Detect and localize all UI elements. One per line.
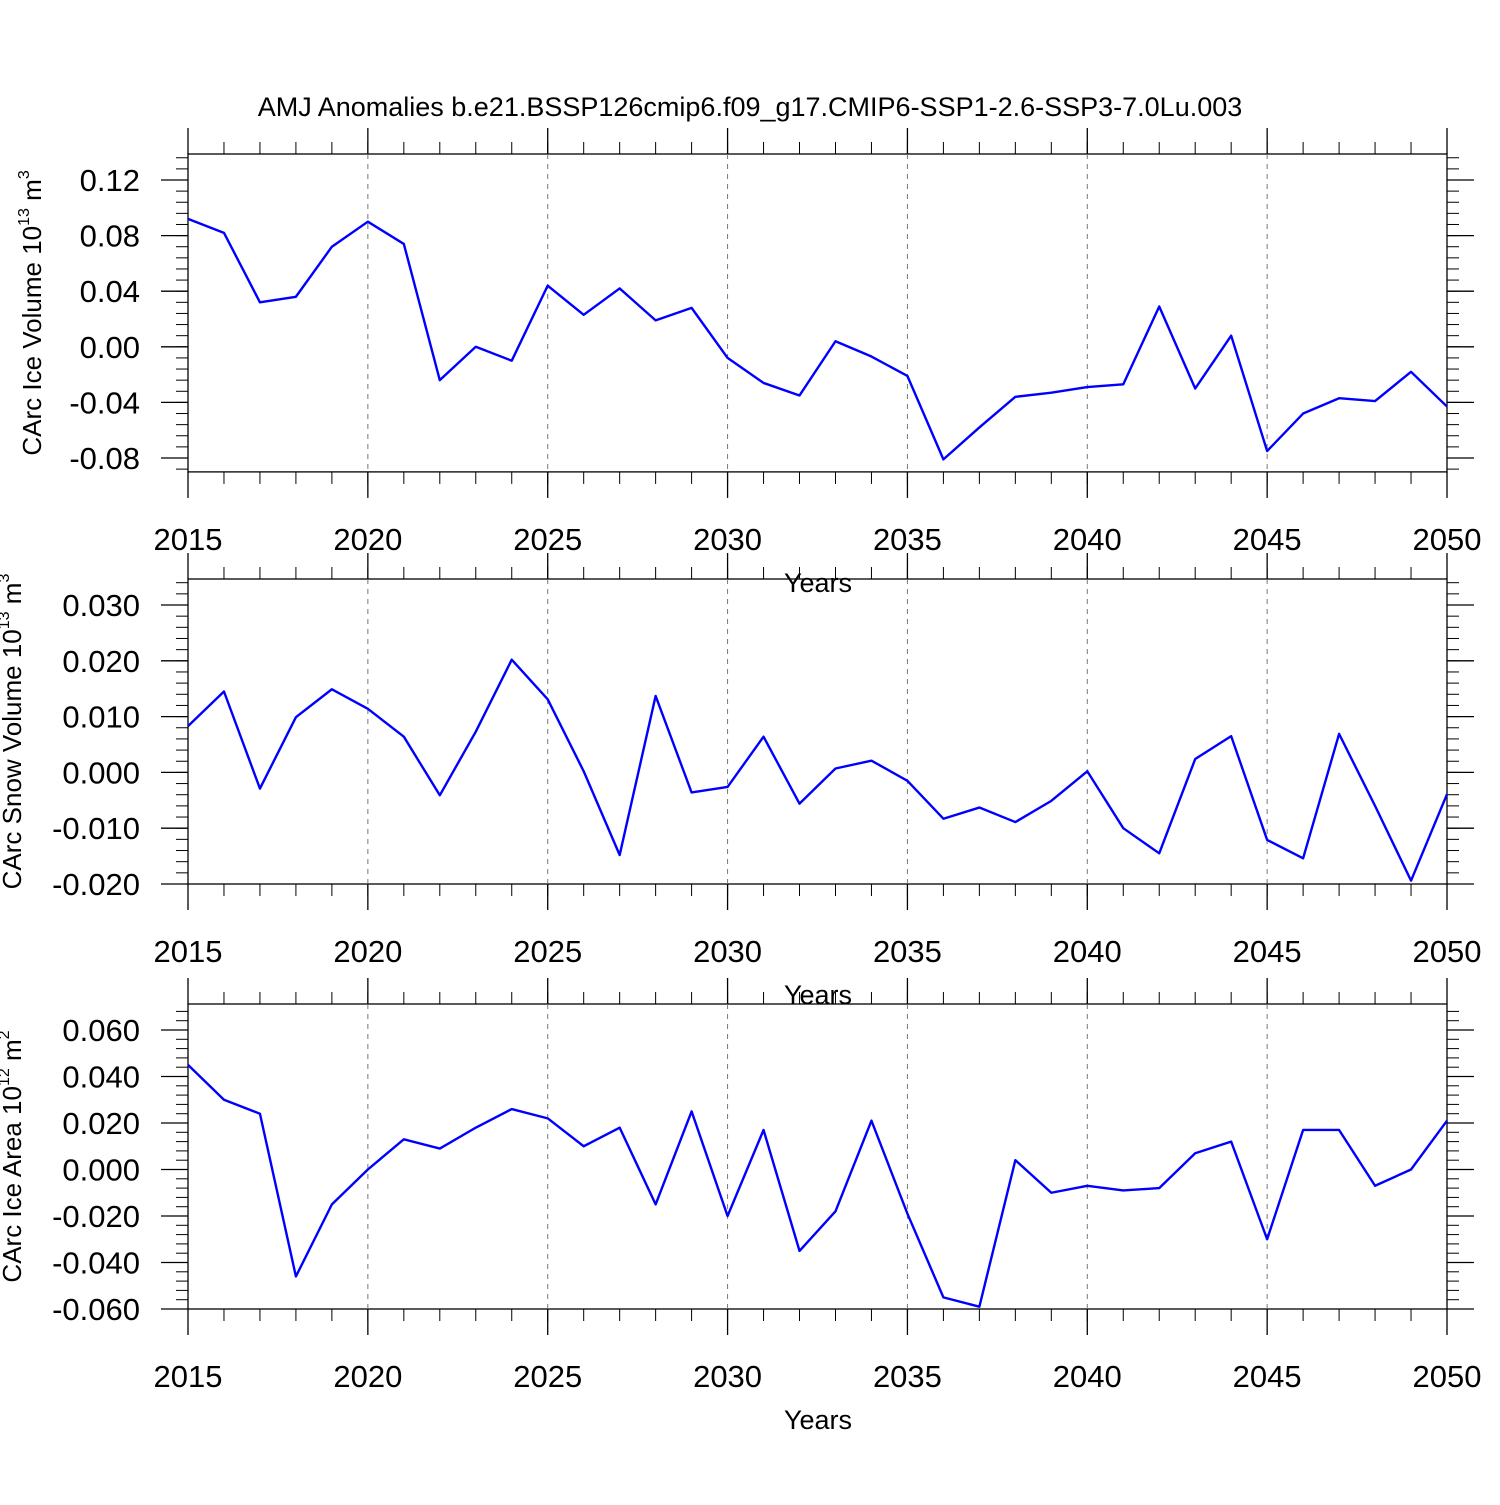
- y-tick-label: 0.000: [62, 755, 140, 790]
- y-tick-label: 0.020: [62, 644, 140, 679]
- plot-frame: [187, 1003, 1448, 1310]
- y-tick-label: 0.020: [62, 1106, 140, 1141]
- y-tick-label: -0.020: [52, 1199, 140, 1234]
- x-axis-label: Years: [784, 980, 852, 1010]
- x-tick-label: 2050: [1413, 522, 1482, 557]
- x-tick-label: 2020: [333, 522, 402, 557]
- y-tick-label: -0.060: [52, 1292, 140, 1327]
- x-tick-label: 2025: [513, 522, 582, 557]
- panel-3: 0.060 0.040 0.020 0.000 -0.020 -0.040 -0.060 20…: [0, 978, 1481, 1435]
- x-tick-label: 2040: [1053, 522, 1122, 557]
- x-tick-label: 2030: [693, 1359, 762, 1394]
- y-axis-label: CArc Snow Volume 1013 m3: [0, 574, 27, 890]
- x-tick-label: 2040: [1053, 934, 1122, 969]
- series-line-1: [187, 217, 1448, 461]
- x-tick-label: 2035: [873, 934, 942, 969]
- x-tick-label: 2030: [693, 934, 762, 969]
- y-tick-label: 0.12: [80, 163, 140, 198]
- x-tick-label: 2045: [1233, 1359, 1302, 1394]
- y-tick-label: 0.040: [62, 1060, 140, 1095]
- y-tick-label: 0.08: [80, 219, 140, 254]
- x-tick-label: 2035: [873, 522, 942, 557]
- x-tick-label: 2015: [154, 934, 223, 969]
- x-tick-label: 2020: [333, 1359, 402, 1394]
- x-tick-label: 2045: [1233, 934, 1302, 969]
- y-tick-label: 0.030: [62, 588, 140, 623]
- y-axis-label: CArc Ice Area 1012 m2: [0, 1030, 27, 1282]
- chart-title: AMJ Anomalies b.e21.BSSP126cmip6.f09_g17…: [258, 92, 1243, 122]
- x-tick-label: 2025: [513, 1359, 582, 1394]
- y-tick-label: -0.08: [69, 441, 140, 476]
- x-axis-label: Years: [784, 568, 852, 598]
- y-tick-label: -0.020: [52, 867, 140, 902]
- x-tick-label: 2050: [1413, 934, 1482, 969]
- y-tick-label: -0.010: [52, 811, 140, 846]
- x-tick-label: 2030: [693, 522, 762, 557]
- x-tick-label: 2045: [1233, 522, 1302, 557]
- y-tick-label: 0.010: [62, 700, 140, 735]
- y-tick-label: -0.040: [52, 1246, 140, 1281]
- y-tick-label: -0.04: [69, 385, 140, 420]
- y-tick-label: 0.000: [62, 1153, 140, 1188]
- x-tick-label: 2015: [154, 1359, 223, 1394]
- y-tick-label: 0.060: [62, 1013, 140, 1048]
- x-tick-label: 2025: [513, 934, 582, 969]
- x-tick-label: 2020: [333, 934, 402, 969]
- plot-frame: [187, 578, 1448, 885]
- x-tick-label: 2015: [154, 522, 223, 557]
- x-axis-label: Years: [784, 1405, 852, 1435]
- series-line-3: [187, 1064, 1448, 1308]
- y-tick-label: 0.04: [80, 274, 140, 309]
- panel-2: 0.030 0.020 0.010 0.000 -0.010 -0.020 2015 2020…: [0, 553, 1481, 1010]
- x-tick-label: 2040: [1053, 1359, 1122, 1394]
- y-axis-label: CArc Ice Volume 1013 m3: [16, 170, 47, 455]
- x-tick-label: 2035: [873, 1359, 942, 1394]
- panel-1: 0.12 0.08 0.04 0.00 -0.04 -0.08 2015 2020 2025 20…: [16, 128, 1481, 598]
- series-line-2: [187, 658, 1449, 882]
- y-tick-label: 0.00: [80, 330, 140, 365]
- x-tick-label: 2050: [1413, 1359, 1482, 1394]
